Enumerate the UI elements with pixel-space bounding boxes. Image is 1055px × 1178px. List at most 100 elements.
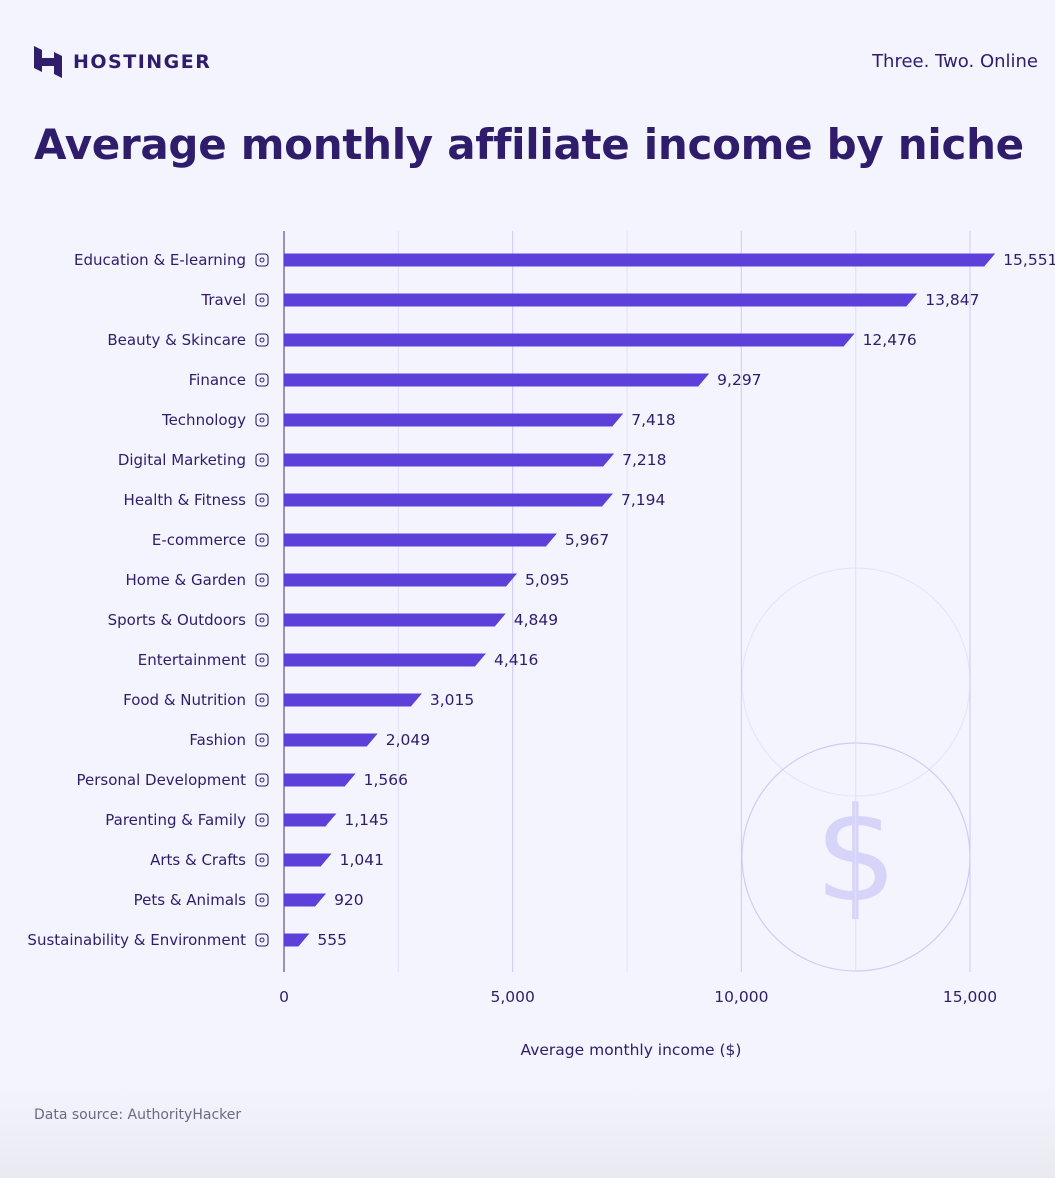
bar: [284, 373, 710, 387]
bow-tie-icon: [255, 733, 269, 747]
bar-row: Food & Nutrition 3,015: [123, 691, 474, 709]
category-label: Home & Garden: [125, 571, 246, 589]
book-icon: [255, 253, 269, 267]
bar: [284, 253, 996, 267]
category-label: Pets & Animals: [134, 891, 247, 909]
category-label: Sustainability & Environment: [27, 931, 246, 949]
value-label: 7,194: [621, 491, 665, 509]
category-label: Personal Development: [76, 771, 246, 789]
clapper-icon: [255, 653, 269, 667]
bar: [284, 893, 327, 907]
x-tick-label: 5,000: [490, 988, 534, 1006]
bar: [284, 293, 918, 307]
bar: [284, 773, 356, 787]
value-label: 3,015: [430, 691, 474, 709]
bar: [284, 533, 557, 547]
basket-icon: [255, 533, 269, 547]
bar-row: Finance 9,297: [189, 371, 762, 389]
bar-row: Home & Garden 5,095: [125, 571, 569, 589]
value-label: 5,967: [565, 531, 609, 549]
bar: [284, 933, 310, 947]
person-heart-icon: [255, 813, 269, 827]
bar-row: Pets & Animals 920: [134, 891, 364, 909]
lips-icon: [255, 333, 269, 347]
bar: [284, 853, 332, 867]
bar-row: Sustainability & Environment 555: [27, 931, 347, 949]
earth-icon: [255, 933, 269, 947]
palette-icon: [255, 853, 269, 867]
bar-row: Digital Marketing 7,218: [118, 451, 667, 469]
x-tick-label: 0: [279, 988, 289, 1006]
category-label: Parenting & Family: [105, 811, 246, 829]
value-label: 7,418: [631, 411, 675, 429]
bar-row: Travel 13,847: [200, 291, 979, 309]
globe-plane-icon: [255, 293, 269, 307]
value-label: 7,218: [622, 451, 666, 469]
bar: [284, 653, 486, 667]
bar: [284, 573, 518, 587]
bar-row: Technology 7,418: [161, 411, 676, 429]
money-bag-icon: [255, 373, 269, 387]
x-axis-title: Average monthly income ($): [521, 1041, 742, 1059]
bar-row: Education & E-learning 15,551: [74, 251, 1055, 269]
fork-knife-icon: [255, 693, 269, 707]
value-label: 555: [317, 931, 347, 949]
value-label: 1,145: [344, 811, 388, 829]
hostinger-logo: HOSTINGER: [34, 46, 211, 78]
value-label: 5,095: [525, 571, 569, 589]
bar-row: Health & Fitness 7,194: [124, 491, 666, 509]
category-label: Entertainment: [138, 651, 246, 669]
cat-icon: [255, 893, 269, 907]
bar: [284, 413, 624, 427]
value-label: 13,847: [925, 291, 979, 309]
bar-row: Beauty & Skincare 12,476: [107, 331, 916, 349]
bar: [284, 613, 506, 627]
hostinger-logo-icon: [34, 46, 62, 78]
bar: [284, 493, 614, 507]
category-label: Beauty & Skincare: [107, 331, 246, 349]
bar-row: E-commerce 5,967: [152, 531, 609, 549]
category-label: Health & Fitness: [124, 491, 247, 509]
category-label: Education & E-learning: [74, 251, 246, 269]
bar-row: Sports & Outdoors 4,849: [108, 611, 559, 629]
bar: [284, 453, 615, 467]
person-idea-icon: [255, 773, 269, 787]
bar: [284, 333, 855, 347]
category-label: Sports & Outdoors: [108, 611, 247, 629]
category-label: Finance: [189, 371, 246, 389]
tagline: Three. Two. Online: [872, 51, 1038, 72]
smartwatch-icon: [255, 493, 269, 507]
category-label: Arts & Crafts: [150, 851, 246, 869]
monitor-icon: [255, 413, 269, 427]
category-label: Travel: [200, 291, 246, 309]
value-label: 2,049: [386, 731, 430, 749]
value-label: 920: [334, 891, 364, 909]
bar: [284, 733, 378, 747]
category-label: Digital Marketing: [118, 451, 246, 469]
bar: [284, 693, 422, 707]
value-label: 1,041: [340, 851, 384, 869]
data-source: Data source: AuthorityHacker: [34, 1107, 242, 1123]
value-label: 15,551: [1003, 251, 1055, 269]
category-label: E-commerce: [152, 531, 246, 549]
category-label: Food & Nutrition: [123, 691, 246, 709]
value-label: 9,297: [717, 371, 761, 389]
category-label: Fashion: [189, 731, 246, 749]
bar-row: Arts & Crafts 1,041: [150, 851, 384, 869]
leaf-icon: [255, 573, 269, 587]
value-label: 12,476: [863, 331, 917, 349]
bicycle-icon: [255, 613, 269, 627]
value-label: 4,849: [514, 611, 558, 629]
bar: [284, 813, 337, 827]
chart-title: Average monthly affiliate income by nich…: [34, 120, 1024, 169]
x-tick-label: 15,000: [943, 988, 997, 1006]
bar-row: Personal Development 1,566: [76, 771, 408, 789]
gridlines: [397, 231, 971, 972]
value-label: 4,416: [494, 651, 538, 669]
megaphone-icon: [255, 453, 269, 467]
bar-row: Fashion 2,049: [189, 731, 430, 749]
brand-name: HOSTINGER: [73, 51, 212, 73]
x-tick-label: 10,000: [714, 988, 768, 1006]
bar-row: Parenting & Family 1,145: [105, 811, 388, 829]
